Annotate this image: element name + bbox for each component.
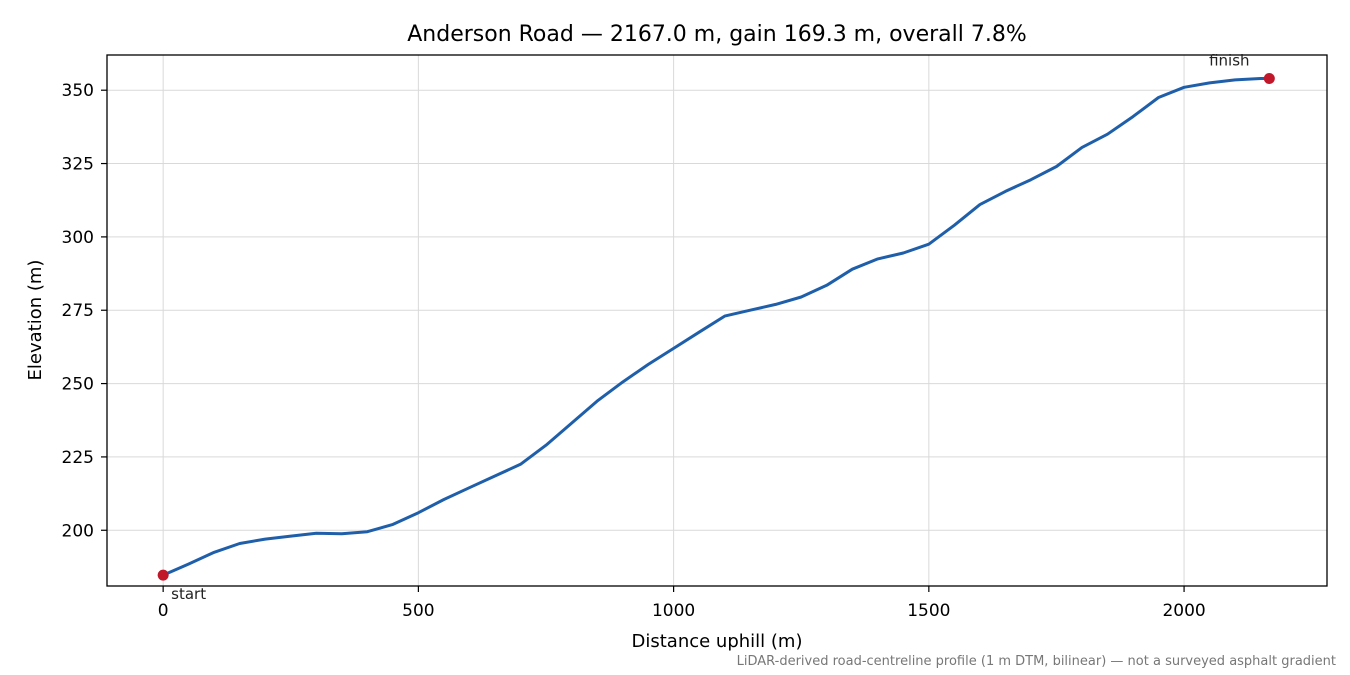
footnote: LiDAR-derived road-centreline profile (1… — [737, 654, 1336, 669]
plot-frame — [106, 54, 1328, 587]
start-marker — [157, 569, 169, 581]
x-axis-label: Distance uphill (m) — [632, 631, 803, 652]
y-tick-label: 225 — [62, 448, 94, 468]
y-tick-label: 325 — [62, 155, 94, 175]
x-tick-label: 1000 — [652, 601, 695, 621]
y-tick-label: 200 — [62, 521, 94, 541]
y-axis-label: Elevation (m) — [25, 260, 46, 381]
finish-label: finish — [1209, 51, 1249, 69]
y-tick-label: 275 — [62, 301, 94, 321]
elevation-line — [161, 77, 1271, 577]
x-axis: 0 500 1000 1500 2000 — [158, 586, 1206, 621]
annotations: start finish — [157, 51, 1275, 603]
y-tick-label: 300 — [62, 228, 94, 248]
x-tick-label: 0 — [158, 601, 169, 621]
chart-title: Anderson Road — 2167.0 m, gain 169.3 m, … — [407, 22, 1027, 47]
y-tick-label: 350 — [62, 81, 94, 101]
y-tick-label: 250 — [62, 375, 94, 395]
x-tick-label: 500 — [402, 601, 434, 621]
grid — [107, 55, 1327, 586]
x-tick-label: 1500 — [907, 601, 950, 621]
y-axis: 200 225 250 275 300 325 350 — [62, 81, 107, 541]
x-tick-label: 2000 — [1162, 601, 1205, 621]
data-layer — [161, 77, 1271, 577]
finish-marker — [1263, 72, 1275, 84]
start-label: start — [171, 585, 206, 603]
